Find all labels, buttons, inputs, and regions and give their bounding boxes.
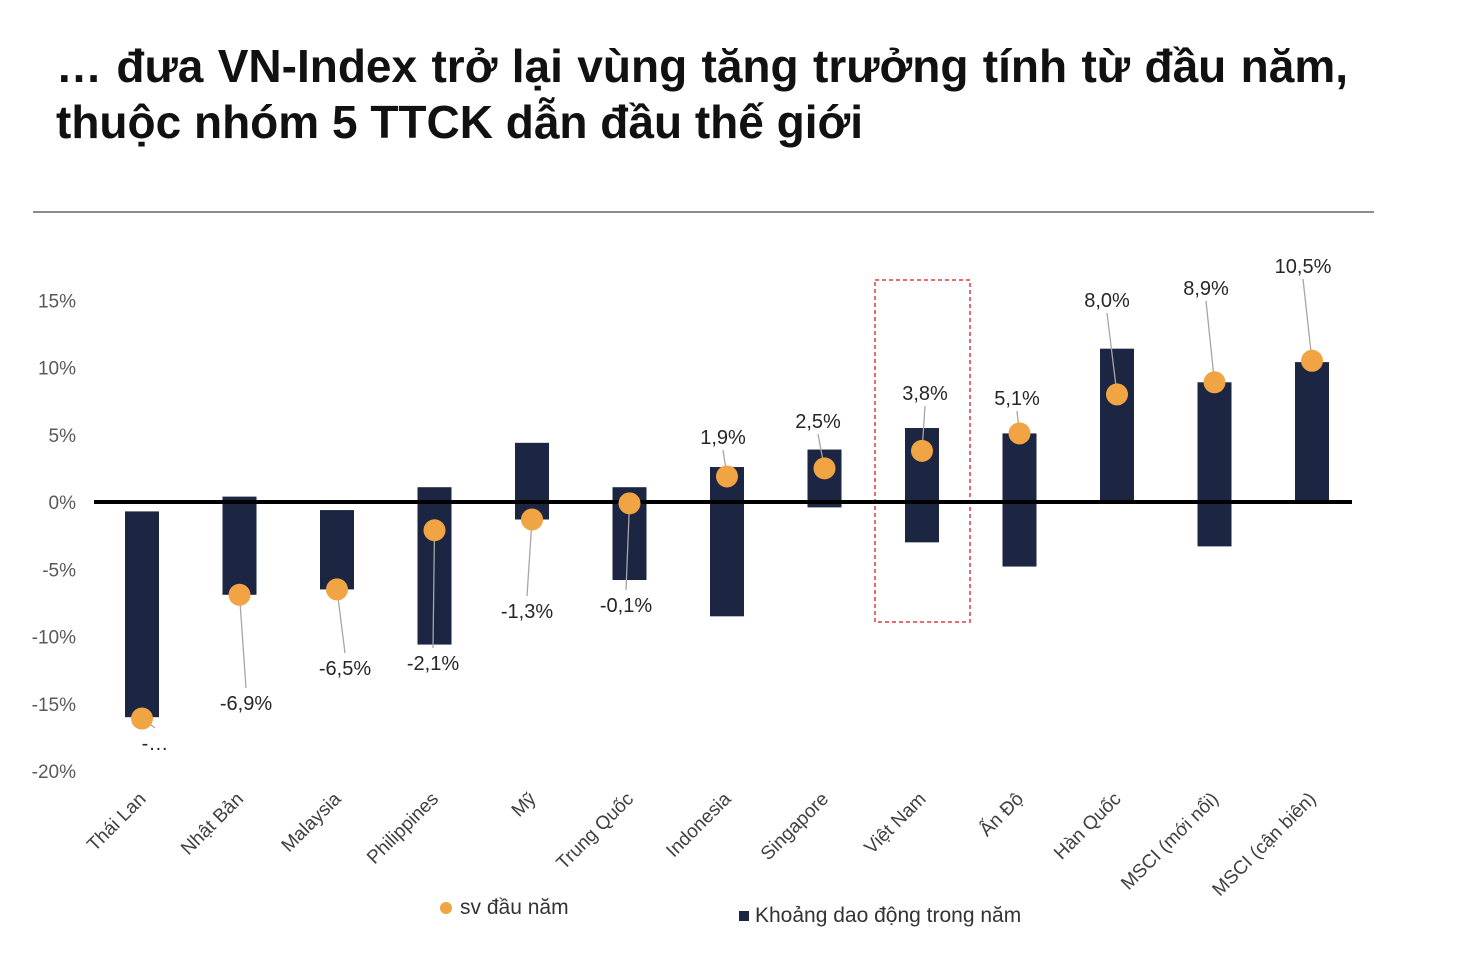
leader-line xyxy=(1205,300,1216,383)
legend-dot-icon xyxy=(440,902,452,914)
data-label: -1,3% xyxy=(501,601,553,623)
range-bar xyxy=(125,511,159,718)
category-label: Ấn Độ xyxy=(975,788,1028,841)
y-tick-label: -5% xyxy=(42,560,76,581)
marker-dot xyxy=(716,465,738,488)
legend-label-marker: sv đầu năm xyxy=(460,896,569,919)
marker-dot xyxy=(228,583,251,606)
legend-item-range: Khoảng dao động trong năm xyxy=(739,904,1021,928)
legend-item-marker: sv đầu năm xyxy=(440,896,569,920)
range-bar xyxy=(320,510,354,590)
range-bar xyxy=(1295,362,1329,502)
category-label: Thái Lan xyxy=(83,789,150,856)
data-label: 2,5% xyxy=(795,411,841,433)
data-label: -6,9% xyxy=(220,693,272,715)
category-label: Việt Nam xyxy=(861,789,931,859)
legend-square-icon xyxy=(739,911,749,921)
marker-dot xyxy=(1008,422,1031,445)
range-bar xyxy=(1100,348,1134,502)
title-divider xyxy=(33,211,1374,213)
marker-dot xyxy=(326,578,348,601)
category-label: Philippines xyxy=(363,789,443,869)
leader-line xyxy=(1302,278,1313,361)
y-tick-label: 15% xyxy=(38,291,76,312)
leader-line xyxy=(1106,312,1118,395)
category-label: MSCI (mới nổi) xyxy=(1117,789,1223,895)
data-label: 8,0% xyxy=(1084,290,1130,312)
category-label: Trung Quốc xyxy=(553,789,638,874)
marker-dot xyxy=(423,519,446,542)
category-label: Mỹ xyxy=(508,788,541,821)
category-label: Hàn Quốc xyxy=(1050,789,1125,864)
range-bar xyxy=(1002,433,1037,567)
leader-line xyxy=(625,503,631,591)
legend-label-range: Khoảng dao động trong năm xyxy=(755,904,1022,927)
data-label: -6,5% xyxy=(319,658,371,680)
data-label: -2,1% xyxy=(407,653,459,675)
y-tick-label: -10% xyxy=(32,628,76,649)
data-label: 10,5% xyxy=(1275,256,1332,278)
marker-dot xyxy=(131,707,153,730)
data-label: -0,1% xyxy=(600,595,652,617)
y-tick-label: -20% xyxy=(32,762,76,783)
data-label: 3,8% xyxy=(902,383,948,405)
y-tick-label: -15% xyxy=(32,695,76,716)
category-label: Nhật Bản xyxy=(177,789,248,860)
range-bar xyxy=(1197,382,1232,547)
leader-line xyxy=(432,530,436,649)
range-bar xyxy=(515,442,549,520)
data-label: -… xyxy=(142,733,169,755)
highlight-box xyxy=(874,279,971,623)
y-tick-label: 0% xyxy=(49,493,77,514)
range-bar xyxy=(222,496,257,595)
marker-dot xyxy=(618,492,641,515)
leader-line xyxy=(238,594,247,689)
data-label: 5,1% xyxy=(994,388,1040,410)
category-label: Singapore xyxy=(757,789,833,865)
marker-dot xyxy=(1301,349,1323,372)
marker-dot xyxy=(813,457,836,480)
marker-dot xyxy=(521,508,543,531)
marker-dot xyxy=(911,439,933,462)
marker-dot xyxy=(1203,371,1226,394)
category-label: Malaysia xyxy=(278,788,346,856)
range-bar xyxy=(710,467,744,617)
category-label: Indonesia xyxy=(662,788,735,861)
y-tick-label: 5% xyxy=(49,426,77,447)
marker-dot xyxy=(1106,383,1128,406)
leader-line xyxy=(526,519,533,597)
page-title: … đưa VN-Index trở lại vùng tăng trưởng … xyxy=(56,40,1348,148)
data-label: 8,9% xyxy=(1183,278,1229,300)
category-label: MSCI (cận biên) xyxy=(1209,789,1321,901)
y-tick-label: 10% xyxy=(38,359,76,380)
data-label: 1,9% xyxy=(700,427,746,449)
